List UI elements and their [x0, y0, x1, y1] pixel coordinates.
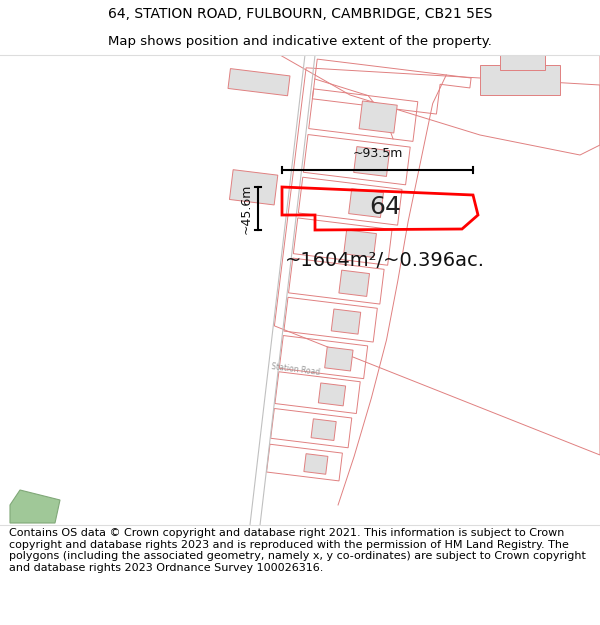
Text: ~1604m²/~0.396ac.: ~1604m²/~0.396ac.	[285, 251, 485, 269]
Polygon shape	[304, 454, 328, 474]
Polygon shape	[339, 270, 370, 296]
Polygon shape	[331, 309, 361, 334]
Text: Station Road: Station Road	[271, 362, 320, 378]
Polygon shape	[354, 147, 389, 176]
Polygon shape	[311, 419, 336, 441]
Polygon shape	[229, 169, 278, 205]
Polygon shape	[228, 69, 290, 96]
Text: 64, STATION ROAD, FULBOURN, CAMBRIDGE, CB21 5ES: 64, STATION ROAD, FULBOURN, CAMBRIDGE, C…	[108, 7, 492, 21]
Polygon shape	[344, 230, 376, 258]
Polygon shape	[10, 490, 60, 523]
Polygon shape	[359, 101, 397, 133]
Text: ~93.5m: ~93.5m	[352, 147, 403, 160]
Polygon shape	[325, 347, 353, 371]
Text: 64: 64	[369, 195, 401, 219]
Polygon shape	[480, 65, 560, 95]
Polygon shape	[349, 189, 383, 218]
Text: ~45.6m: ~45.6m	[240, 183, 253, 234]
Text: Map shows position and indicative extent of the property.: Map shows position and indicative extent…	[108, 35, 492, 48]
Polygon shape	[319, 383, 346, 406]
Polygon shape	[500, 55, 545, 70]
Text: Contains OS data © Crown copyright and database right 2021. This information is : Contains OS data © Crown copyright and d…	[9, 528, 586, 572]
